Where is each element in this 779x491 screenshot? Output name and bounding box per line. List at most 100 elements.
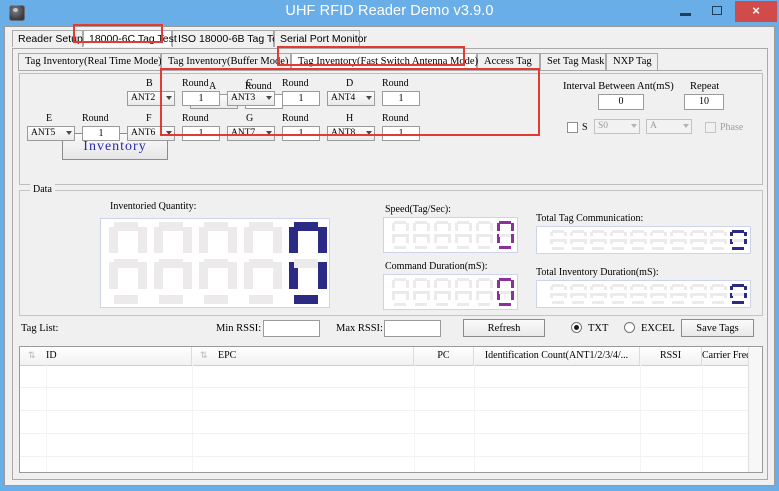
table-header-rssi[interactable]: RSSI	[640, 347, 702, 365]
interval-between-ant-input[interactable]: 0	[598, 94, 644, 110]
repeat-input[interactable]: 10	[684, 94, 724, 110]
segment-a	[293, 222, 318, 231]
target-select[interactable]: A	[646, 119, 692, 134]
antenna-select-d[interactable]: ANT4	[327, 91, 375, 106]
segment-a	[731, 284, 744, 287]
antenna-select-h[interactable]: ANT8	[327, 126, 375, 141]
command-duration-label: Command Duration(mS):	[385, 261, 488, 272]
round-input-c[interactable]: 1	[282, 91, 320, 106]
segment-f	[630, 285, 633, 290]
antenna-select-e-value: ANT5	[31, 128, 56, 138]
table-header-epc[interactable]: ⇅ EPC	[192, 347, 414, 365]
round-input-f[interactable]: 1	[182, 126, 220, 141]
segment-d	[393, 246, 406, 249]
segment-c	[489, 234, 493, 243]
inner-tab-fast-switch-antenna-mode[interactable]: Tag Inventory(Fast Switch Antenna Mode)	[291, 53, 478, 70]
close-button[interactable]: ×	[735, 1, 777, 22]
min-rssi-input[interactable]	[263, 320, 320, 337]
segment-f	[590, 285, 593, 290]
total-duration-label: Total Inventory Duration(mS):	[536, 267, 659, 278]
round-input-e[interactable]: 1	[82, 126, 120, 141]
window-title: UHF RFID Reader Demo v3.9.0	[285, 3, 494, 19]
segment-g	[671, 238, 684, 242]
seven-segment-digit	[628, 230, 647, 250]
segment-g	[393, 290, 406, 294]
segment-c	[643, 239, 647, 244]
slot-label-h: H	[346, 113, 354, 124]
inner-tab-access-tag[interactable]: Access Tag	[477, 53, 540, 70]
tab-18000-6c-tag-test[interactable]: 18000-6C Tag Test	[83, 30, 177, 47]
format-excel-radio[interactable]	[624, 322, 635, 333]
seven-segment-digit	[432, 278, 451, 306]
phase-checkbox[interactable]	[705, 122, 716, 133]
seven-segment-digit	[105, 222, 147, 304]
segment-e	[392, 291, 395, 300]
inner-tab-real-time-mode[interactable]: Tag Inventory(Real Time Mode)	[18, 53, 162, 70]
antenna-select-b[interactable]: ANT2	[127, 91, 175, 106]
format-txt-radio[interactable]	[571, 322, 582, 333]
round-input-d[interactable]: 1	[382, 91, 420, 106]
inner-tab-set-tag-mask[interactable]: Set Tag Mask	[540, 53, 606, 70]
segment-c	[317, 262, 327, 289]
slot-label-f: F	[146, 113, 152, 124]
segment-c	[468, 291, 472, 300]
refresh-button[interactable]: Refresh	[463, 319, 545, 337]
segment-d	[477, 303, 490, 306]
segment-a	[711, 284, 724, 287]
repeat-label: Repeat	[690, 81, 720, 92]
antenna-select-f[interactable]: ANT6	[127, 126, 175, 141]
table-header-identification-count[interactable]: Identification Count(ANT1/2/3/4/...	[474, 347, 640, 365]
slot-label-e: E	[46, 113, 53, 124]
table-header-pc[interactable]: PC	[414, 347, 474, 365]
inner-tab-nxp-tag[interactable]: NXP Tag	[606, 53, 658, 70]
segment-a	[551, 230, 564, 233]
session-enable-checkbox[interactable]	[567, 122, 578, 133]
table-row	[20, 410, 762, 411]
minimize-button[interactable]	[671, 1, 700, 22]
antenna-select-c[interactable]: ANT3	[227, 91, 275, 106]
table-header-id[interactable]: ⇅ ID	[20, 347, 192, 365]
segment-d	[731, 301, 744, 304]
segment-d	[435, 246, 448, 249]
segment-c	[426, 291, 430, 300]
seven-segment-digit	[453, 278, 472, 306]
round-input-b[interactable]: 1	[182, 91, 220, 106]
chevron-down-icon	[166, 131, 172, 135]
segment-b	[603, 231, 607, 236]
tab-iso-18000-6b-tag-test[interactable]: ISO 18000-6B Tag Test	[172, 30, 286, 47]
segment-b	[447, 279, 451, 288]
antenna-select-g[interactable]: ANT7	[227, 126, 275, 141]
table-vertical-scrollbar[interactable]	[748, 347, 762, 472]
segment-a	[651, 230, 664, 233]
round-label-c: Round	[282, 78, 309, 89]
round-input-h[interactable]: 1	[382, 126, 420, 141]
segment-b	[510, 222, 514, 231]
max-rssi-input[interactable]	[384, 320, 441, 337]
segment-f	[690, 285, 693, 290]
segment-f	[199, 226, 208, 253]
segment-b	[703, 231, 707, 236]
maximize-button[interactable]	[703, 1, 732, 22]
save-tags-button[interactable]: Save Tags	[681, 319, 754, 337]
session-select[interactable]: S0	[594, 119, 640, 134]
tab-serial-port-monitor[interactable]: Serial Port Monitor	[274, 30, 367, 47]
tab-reader-setup[interactable]: Reader Setup	[12, 30, 83, 47]
segment-a	[571, 284, 584, 287]
segment-b	[583, 231, 587, 236]
segment-g	[691, 292, 704, 296]
tag-list-table[interactable]: ⇅ ID ⇅ EPC PC Identification Count(ANT1/…	[19, 346, 763, 473]
inner-tab-buffer-mode[interactable]: Tag Inventory(Buffer Mode)	[161, 53, 291, 70]
segment-d	[591, 247, 604, 250]
segment-b	[723, 231, 727, 236]
total-communication-label: Total Tag Communication:	[536, 213, 644, 224]
antenna-select-e[interactable]: ANT5	[27, 126, 75, 141]
segment-g	[293, 258, 318, 268]
segment-c	[447, 291, 451, 300]
segment-g	[671, 292, 684, 296]
table-header-carrier-frequency[interactable]: Carrier Frequency	[702, 350, 762, 361]
round-input-g[interactable]: 1	[282, 126, 320, 141]
segment-a	[248, 222, 273, 231]
segment-a	[691, 230, 704, 233]
inner-tab-baseline	[18, 70, 762, 71]
segment-d	[435, 303, 448, 306]
